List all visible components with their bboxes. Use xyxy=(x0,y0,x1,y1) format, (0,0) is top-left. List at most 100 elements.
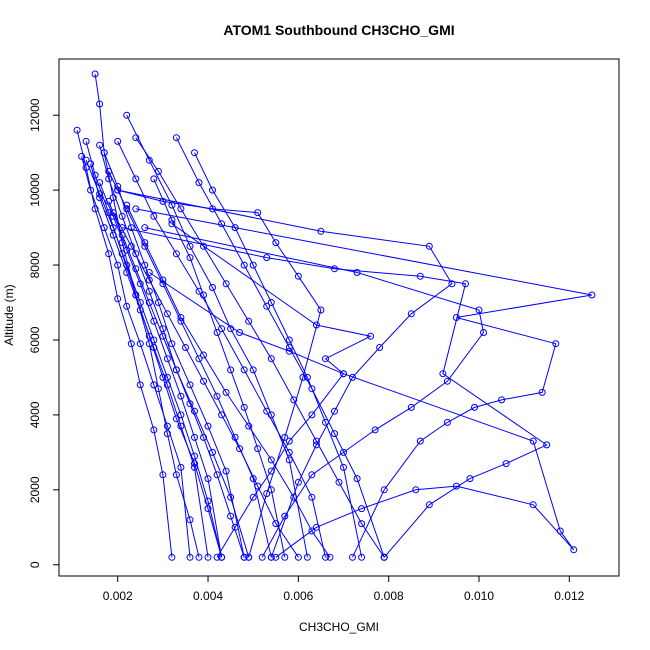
data-point xyxy=(317,227,325,235)
data-point xyxy=(200,291,207,299)
data-point xyxy=(172,366,180,374)
data-point xyxy=(358,505,366,513)
data-point xyxy=(285,456,293,464)
data-point xyxy=(267,299,275,306)
data-point xyxy=(570,546,578,554)
data-point xyxy=(249,261,257,269)
data-point xyxy=(308,471,316,479)
y-tick-label: 2000 xyxy=(28,476,42,503)
data-point xyxy=(132,134,140,142)
data-point xyxy=(177,463,185,471)
data-point xyxy=(73,126,81,134)
x-axis-label: CH3CHO_GMI xyxy=(299,620,379,634)
series-19 xyxy=(145,269,578,561)
series-line xyxy=(135,208,592,558)
data-point xyxy=(145,276,153,284)
data-point xyxy=(213,471,221,479)
data-point xyxy=(285,437,293,445)
data-point xyxy=(109,194,117,202)
data-point xyxy=(267,486,275,494)
data-point xyxy=(294,272,302,280)
data-point xyxy=(358,520,366,528)
data-point xyxy=(425,242,433,250)
series-line xyxy=(94,73,200,558)
data-point xyxy=(285,347,293,355)
series-line xyxy=(126,114,308,558)
series-6 xyxy=(123,111,311,561)
data-point xyxy=(281,433,289,441)
data-point xyxy=(177,392,185,400)
data-point xyxy=(254,209,262,217)
data-point xyxy=(340,370,347,378)
data-point xyxy=(218,325,226,333)
data-point xyxy=(132,250,140,258)
data-point xyxy=(136,340,144,348)
data-point xyxy=(127,224,135,232)
data-point xyxy=(543,441,551,449)
data-point xyxy=(186,400,194,408)
data-point xyxy=(204,553,212,561)
data-point xyxy=(340,448,347,456)
series-21 xyxy=(105,197,248,561)
data-point xyxy=(498,396,506,404)
series-10 xyxy=(191,149,366,561)
data-point xyxy=(448,280,456,288)
data-point xyxy=(267,553,275,561)
series-line xyxy=(194,152,363,558)
data-point xyxy=(141,224,149,232)
y-tick-label: 10000 xyxy=(28,173,42,207)
y-axis-label: Altitude (m) xyxy=(2,284,16,345)
data-point xyxy=(195,553,203,561)
data-point xyxy=(439,370,447,378)
data-point xyxy=(182,344,189,351)
data-point xyxy=(425,501,433,509)
data-point xyxy=(452,482,460,490)
data-point xyxy=(213,392,221,400)
data-point xyxy=(312,523,320,531)
data-point xyxy=(267,456,275,464)
data-point xyxy=(285,344,293,351)
y-tick-label: 8000 xyxy=(28,251,42,278)
data-point xyxy=(177,205,185,213)
data-point xyxy=(209,448,216,456)
data-point xyxy=(353,269,361,276)
data-point xyxy=(200,433,207,441)
data-point xyxy=(312,441,320,449)
data-point xyxy=(227,512,235,520)
data-point xyxy=(159,332,167,340)
data-point xyxy=(294,553,302,561)
data-point xyxy=(367,332,375,340)
y-tick-label: 4000 xyxy=(28,401,42,428)
series-line xyxy=(117,189,322,558)
data-point xyxy=(331,430,338,438)
data-point xyxy=(254,482,262,490)
series-16 xyxy=(118,224,551,561)
data-point xyxy=(96,100,104,108)
series-line xyxy=(81,156,191,558)
series-line xyxy=(112,212,299,558)
data-point xyxy=(552,340,560,348)
series-line xyxy=(99,145,250,558)
data-point xyxy=(209,186,216,194)
data-point xyxy=(308,527,316,535)
series-line xyxy=(85,160,223,558)
data-point xyxy=(416,437,424,445)
data-point xyxy=(231,224,239,232)
y-axis: 0 2000 4000 6000 8000 10000 12000 xyxy=(28,98,59,568)
data-point xyxy=(200,351,207,359)
x-tick-label: 0.002 xyxy=(103,589,133,603)
data-point xyxy=(303,553,311,561)
data-point xyxy=(529,437,537,445)
data-point xyxy=(172,415,180,423)
series-line xyxy=(117,189,453,558)
data-point xyxy=(263,407,271,415)
data-point xyxy=(105,167,113,175)
data-point xyxy=(475,306,483,314)
data-point xyxy=(245,317,253,325)
data-point xyxy=(200,377,207,385)
x-tick-label: 0.004 xyxy=(193,589,223,603)
x-tick-label: 0.006 xyxy=(283,589,313,603)
data-point xyxy=(82,137,90,145)
data-point xyxy=(163,310,171,318)
